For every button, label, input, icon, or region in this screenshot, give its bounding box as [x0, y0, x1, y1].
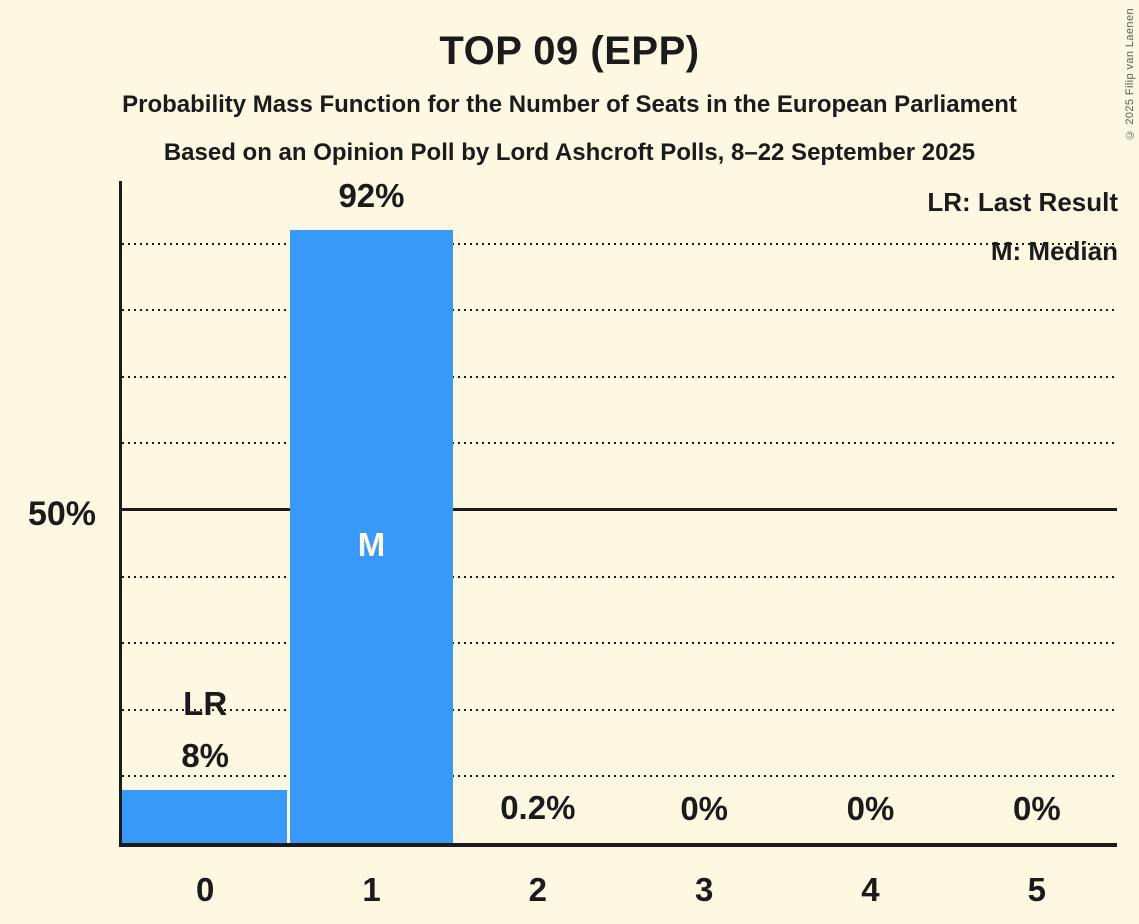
value-label-2: 0.2% [500, 789, 576, 826]
bar-1 [289, 230, 454, 843]
y-tick-50: 50% [27, 495, 96, 533]
x-tick-0: 0 [195, 871, 215, 908]
chart-subtitle-line1: Probability Mass Function for the Number… [122, 91, 1017, 118]
bar-0 [122, 790, 287, 843]
x-tick-5: 5 [1027, 871, 1046, 908]
gridline-50 [122, 508, 1117, 511]
legend: LR: Last Result M: Median [927, 178, 1118, 276]
chart-subtitle-line2: Based on an Opinion Poll by Lord Ashcrof… [163, 139, 976, 166]
gridline-90 [122, 242, 1117, 245]
median-marker: M [357, 526, 386, 563]
gridline-10 [122, 775, 1117, 778]
legend-median: M: Median [990, 236, 1118, 266]
gridline-60 [122, 442, 1117, 445]
x-tick-3: 3 [694, 871, 714, 908]
chart-title: TOP 09 (EPP) [439, 29, 700, 73]
gridline-40 [122, 575, 1117, 578]
plot-area: 8% LR 92% M 0.2% 0% 0% 0% [119, 177, 1117, 847]
gridline-80 [122, 309, 1117, 312]
x-axis-labels: 0 1 2 3 4 5 [122, 862, 1120, 920]
last-result-marker: LR [183, 685, 228, 722]
gridline-20 [122, 708, 1117, 711]
value-label-4: 0% [846, 790, 895, 827]
gridline-30 [122, 642, 1117, 645]
value-label-1: 92% [338, 177, 405, 214]
value-label-0: 8% [181, 737, 230, 774]
value-label-5: 0% [1012, 790, 1061, 827]
x-tick-4: 4 [861, 871, 880, 908]
x-tick-2: 2 [528, 871, 547, 908]
x-tick-1: 1 [362, 871, 381, 908]
gridline-70 [122, 375, 1117, 378]
value-label-3: 0% [680, 790, 729, 827]
legend-last-result: LR: Last Result [927, 187, 1118, 217]
copyright-notice: © 2025 Filip van Laenen [1124, 8, 1136, 141]
